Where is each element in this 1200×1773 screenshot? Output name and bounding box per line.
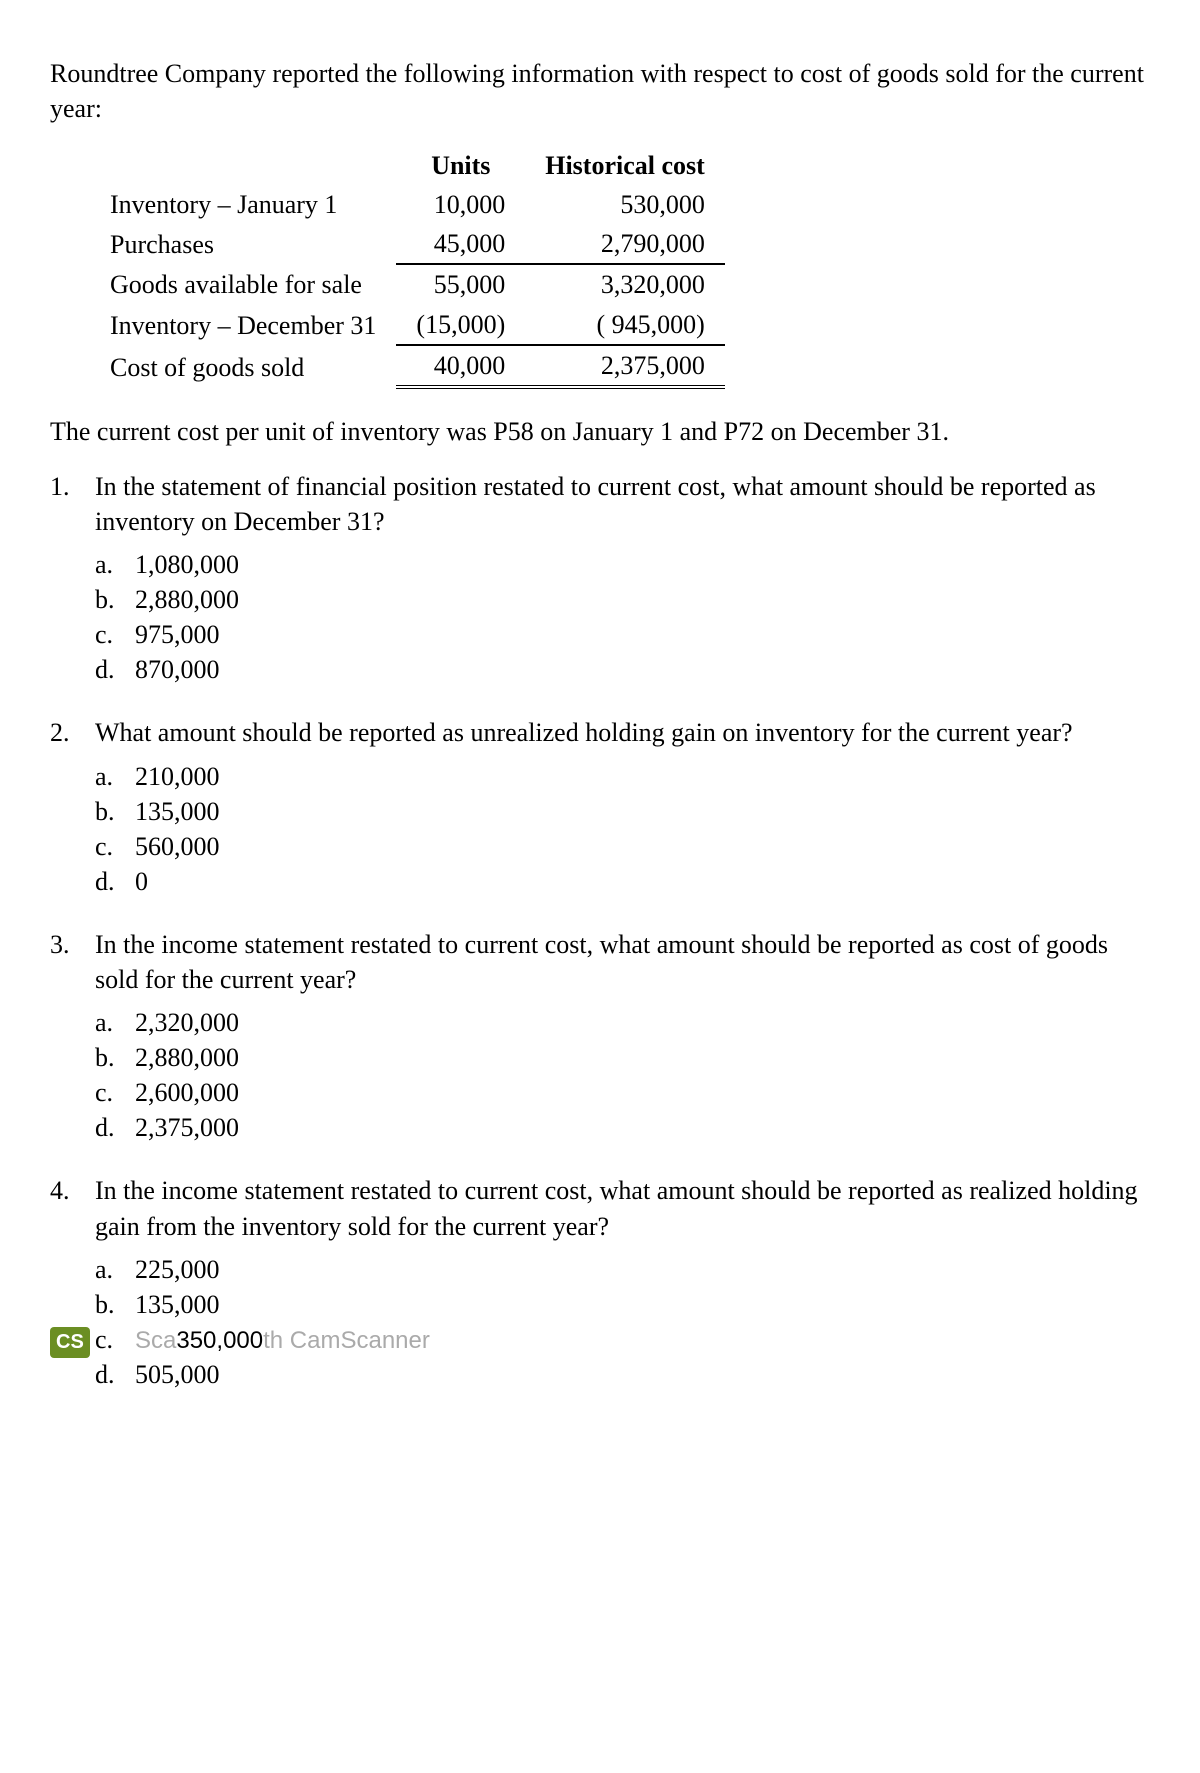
option-value: 1,080,000 bbox=[135, 550, 239, 579]
option-a: a. 210,000 bbox=[95, 759, 1150, 794]
option-label: d. bbox=[95, 652, 115, 687]
option-label: d. bbox=[95, 864, 115, 899]
row-units: 40,000 bbox=[396, 345, 525, 387]
mid-text: The current cost per unit of inventory w… bbox=[50, 414, 1150, 449]
option-a: a. 225,000 bbox=[95, 1252, 1150, 1287]
row-label: Inventory – December 31 bbox=[90, 305, 396, 345]
option-value: 975,000 bbox=[135, 620, 220, 649]
option-label: b. bbox=[95, 794, 115, 829]
question-1: 1. In the statement of financial positio… bbox=[50, 469, 1150, 688]
table-row: Goods available for sale 55,000 3,320,00… bbox=[90, 264, 725, 304]
col-blank bbox=[90, 146, 396, 185]
intro-text: Roundtree Company reported the following… bbox=[50, 56, 1150, 126]
col-units: Units bbox=[396, 146, 525, 185]
table-row: Inventory – January 1 10,000 530,000 bbox=[90, 185, 725, 224]
option-value: 225,000 bbox=[135, 1255, 220, 1284]
option-d: d. 870,000 bbox=[95, 652, 1150, 687]
question-number: 2. bbox=[50, 715, 70, 750]
question-text: In the statement of financial position r… bbox=[95, 472, 1096, 536]
option-value: 560,000 bbox=[135, 832, 220, 861]
row-units: (15,000) bbox=[396, 305, 525, 345]
option-value: 2,320,000 bbox=[135, 1008, 239, 1037]
option-label: c. bbox=[95, 617, 113, 652]
option-value: 210,000 bbox=[135, 762, 220, 791]
option-value: 505,000 bbox=[135, 1360, 220, 1389]
question-text: What amount should be reported as unreal… bbox=[95, 718, 1073, 747]
option-c: c. 2,600,000 bbox=[95, 1075, 1150, 1110]
option-value: 870,000 bbox=[135, 655, 220, 684]
option-a: a. 1,080,000 bbox=[95, 547, 1150, 582]
option-b: b. 2,880,000 bbox=[95, 582, 1150, 617]
option-label: b. bbox=[95, 582, 115, 617]
option-label: c. bbox=[95, 1322, 113, 1357]
option-label: b. bbox=[95, 1287, 115, 1322]
option-value: 0 bbox=[135, 867, 148, 896]
row-units: 55,000 bbox=[396, 264, 525, 304]
option-label: c. bbox=[95, 829, 113, 864]
option-a: a. 2,320,000 bbox=[95, 1005, 1150, 1040]
options-list: a. 210,000 b. 135,000 c. 560,000 d. 0 bbox=[95, 759, 1150, 899]
question-number: 4. bbox=[50, 1173, 70, 1208]
camscanner-watermark: Sca350,000th CamScanner bbox=[135, 1327, 430, 1354]
option-c: CS c. Sca350,000th CamScanner bbox=[95, 1322, 1150, 1357]
option-d: d. 2,375,000 bbox=[95, 1110, 1150, 1145]
question-text: In the income statement restated to curr… bbox=[95, 1176, 1138, 1240]
col-hist: Historical cost bbox=[525, 146, 725, 185]
option-value: 135,000 bbox=[135, 797, 220, 826]
table-row: Purchases 45,000 2,790,000 bbox=[90, 224, 725, 264]
cogs-table: Units Historical cost Inventory – Januar… bbox=[90, 146, 725, 389]
row-label: Purchases bbox=[90, 224, 396, 264]
option-label: d. bbox=[95, 1110, 115, 1145]
options-list: a. 2,320,000 b. 2,880,000 c. 2,600,000 d. 2,… bbox=[95, 1005, 1150, 1145]
question-text: In the income statement restated to curr… bbox=[95, 930, 1108, 994]
question-2: 2. What amount should be reported as unr… bbox=[50, 715, 1150, 898]
option-b: b. 2,880,000 bbox=[95, 1040, 1150, 1075]
table-row: Cost of goods sold 40,000 2,375,000 bbox=[90, 345, 725, 387]
option-value: 2,880,000 bbox=[135, 585, 239, 614]
row-hist: 2,375,000 bbox=[525, 345, 725, 387]
option-b: b. 135,000 bbox=[95, 1287, 1150, 1322]
options-list: a. 1,080,000 b. 2,880,000 c. 975,000 d. 87… bbox=[95, 547, 1150, 687]
option-label: c. bbox=[95, 1075, 113, 1110]
row-hist: 2,790,000 bbox=[525, 224, 725, 264]
row-hist: 3,320,000 bbox=[525, 264, 725, 304]
option-label: a. bbox=[95, 1252, 113, 1287]
question-number: 1. bbox=[50, 469, 70, 504]
row-units: 10,000 bbox=[396, 185, 525, 224]
question-4: 4. In the income statement restated to c… bbox=[50, 1173, 1150, 1392]
option-d: d. 0 bbox=[95, 864, 1150, 899]
row-label: Goods available for sale bbox=[90, 264, 396, 304]
row-hist: ( 945,000) bbox=[525, 305, 725, 345]
option-label: b. bbox=[95, 1040, 115, 1075]
options-list: a. 225,000 b. 135,000 CS c. Sca350,000th C… bbox=[95, 1252, 1150, 1393]
option-c: c. 560,000 bbox=[95, 829, 1150, 864]
row-label: Cost of goods sold bbox=[90, 345, 396, 387]
table-row: Inventory – December 31 (15,000) ( 945,0… bbox=[90, 305, 725, 345]
option-label: a. bbox=[95, 1005, 113, 1040]
option-value: 2,880,000 bbox=[135, 1043, 239, 1072]
row-units: 45,000 bbox=[396, 224, 525, 264]
option-label: a. bbox=[95, 759, 113, 794]
row-hist: 530,000 bbox=[525, 185, 725, 224]
question-number: 3. bbox=[50, 927, 70, 962]
option-label: a. bbox=[95, 547, 113, 582]
question-list: 1. In the statement of financial positio… bbox=[50, 469, 1150, 1392]
option-d: d. 505,000 bbox=[95, 1357, 1150, 1392]
option-value: 135,000 bbox=[135, 1290, 220, 1319]
camscanner-badge: CS bbox=[50, 1327, 90, 1358]
option-value: 2,600,000 bbox=[135, 1078, 239, 1107]
question-3: 3. In the income statement restated to c… bbox=[50, 927, 1150, 1146]
option-c: c. 975,000 bbox=[95, 617, 1150, 652]
option-label: d. bbox=[95, 1357, 115, 1392]
row-label: Inventory – January 1 bbox=[90, 185, 396, 224]
option-b: b. 135,000 bbox=[95, 794, 1150, 829]
option-value: 2,375,000 bbox=[135, 1113, 239, 1142]
